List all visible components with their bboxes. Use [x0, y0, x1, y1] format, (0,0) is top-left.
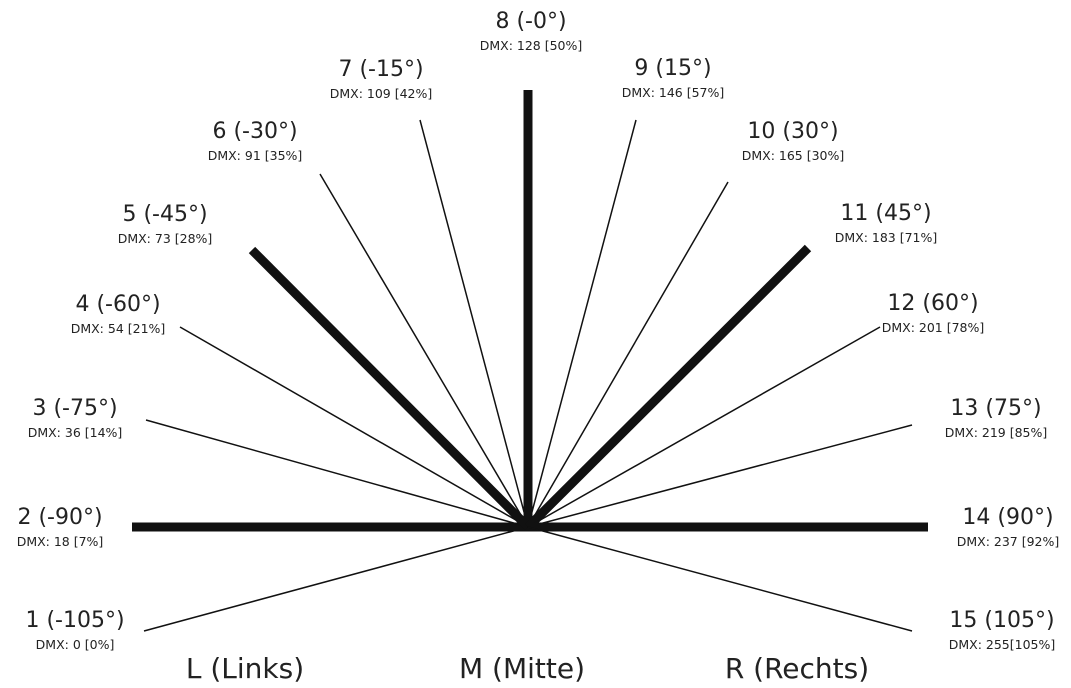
angle-label-10: 10 (30°)	[747, 119, 838, 144]
dmx-label-2: DMX: 18 [7%]	[17, 534, 104, 549]
ray-10	[527, 181, 729, 528]
angle-label-1: 1 (-105°)	[25, 608, 124, 633]
angle-label-4: 4 (-60°)	[75, 292, 160, 317]
dmx-label-15: DMX: 255[105%]	[949, 637, 1056, 652]
ray-15	[527, 526, 913, 632]
ray-12	[527, 326, 881, 528]
dmx-label-3: DMX: 36 [14%]	[28, 425, 123, 440]
angle-label-9: 9 (15°)	[634, 56, 711, 81]
angle-label-2: 2 (-90°)	[17, 505, 102, 530]
dmx-label-12: DMX: 201 [78%]	[882, 320, 985, 335]
ray-7	[419, 119, 529, 528]
dmx-label-10: DMX: 165 [30%]	[742, 148, 845, 163]
angle-label-11: 11 (45°)	[840, 201, 931, 226]
side-label-right: R (Rechts)	[725, 652, 869, 685]
ray-3	[145, 419, 529, 528]
angle-label-3: 3 (-75°)	[32, 396, 117, 421]
ray-5	[248, 246, 532, 531]
dmx-label-6: DMX: 91 [35%]	[208, 148, 303, 163]
angle-label-14: 14 (90°)	[962, 505, 1053, 530]
ray-9	[527, 119, 637, 528]
dmx-label-11: DMX: 183 [71%]	[835, 230, 938, 245]
dmx-label-8: DMX: 128 [50%]	[480, 38, 583, 53]
ray-4	[179, 326, 529, 528]
dmx-label-14: DMX: 237 [92%]	[957, 534, 1060, 549]
side-label-left: L (Links)	[186, 652, 304, 685]
rays-group	[132, 90, 928, 632]
angle-label-7: 7 (-15°)	[338, 57, 423, 82]
ray-1	[143, 526, 529, 632]
angle-label-13: 13 (75°)	[950, 396, 1041, 421]
angle-label-6: 6 (-30°)	[212, 119, 297, 144]
angle-label-12: 12 (60°)	[887, 291, 978, 316]
ray-11	[524, 244, 812, 531]
angle-label-8: 8 (-0°)	[495, 9, 566, 34]
angle-label-15: 15 (105°)	[949, 608, 1054, 633]
labels-group: 1 (-105°) DMX: 0 [0%] 2 (-90°) DMX: 18 [7%]…	[17, 9, 1060, 652]
dmx-label-9: DMX: 146 [57%]	[622, 85, 725, 100]
dmx-label-13: DMX: 219 [85%]	[945, 425, 1048, 440]
ray-13	[527, 424, 913, 528]
ray-6	[319, 173, 529, 528]
dmx-label-1: DMX: 0 [0%]	[36, 637, 115, 652]
dmx-label-5: DMX: 73 [28%]	[118, 231, 213, 246]
side-label-middle: M (Mitte)	[459, 652, 585, 685]
dmx-label-7: DMX: 109 [42%]	[330, 86, 433, 101]
dmx-label-4: DMX: 54 [21%]	[71, 321, 166, 336]
angle-label-5: 5 (-45°)	[122, 202, 207, 227]
